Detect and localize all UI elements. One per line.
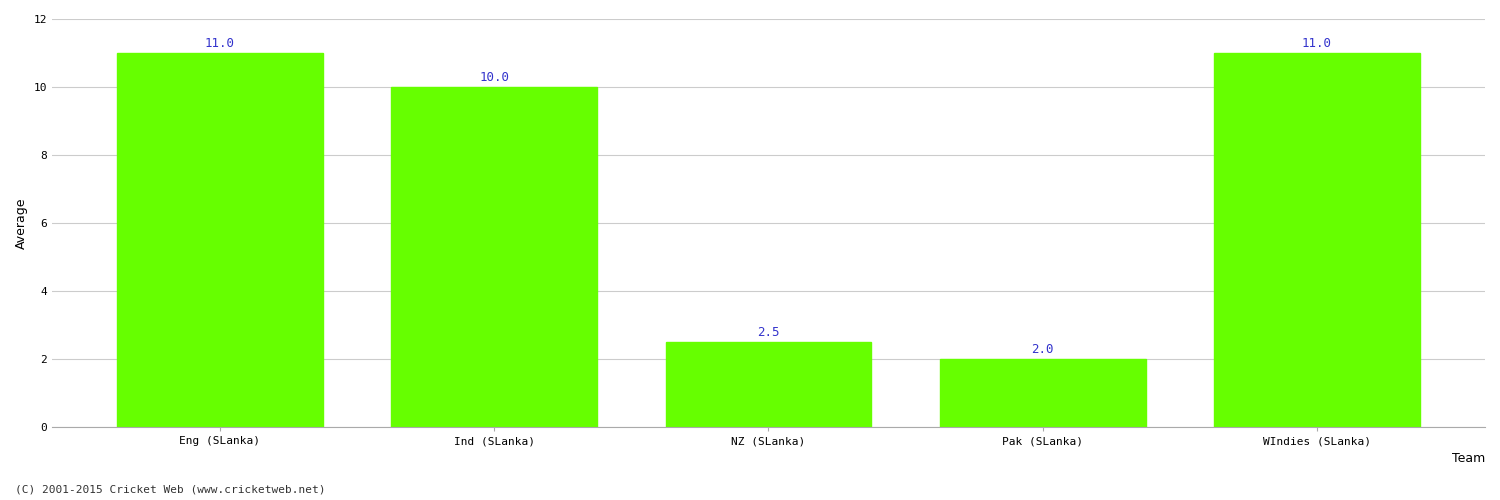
- X-axis label: Team: Team: [1452, 452, 1485, 465]
- Bar: [666, 342, 872, 428]
- Bar: [1214, 53, 1420, 428]
- Bar: [940, 360, 1146, 428]
- Text: 2.5: 2.5: [758, 326, 780, 339]
- Text: (C) 2001-2015 Cricket Web (www.cricketweb.net): (C) 2001-2015 Cricket Web (www.cricketwe…: [15, 485, 326, 495]
- Text: 2.0: 2.0: [1032, 343, 1054, 356]
- Bar: [117, 53, 322, 428]
- Bar: [392, 87, 597, 428]
- Y-axis label: Average: Average: [15, 198, 28, 249]
- Text: 11.0: 11.0: [206, 36, 236, 50]
- Text: 11.0: 11.0: [1302, 36, 1332, 50]
- Text: 10.0: 10.0: [478, 70, 508, 84]
